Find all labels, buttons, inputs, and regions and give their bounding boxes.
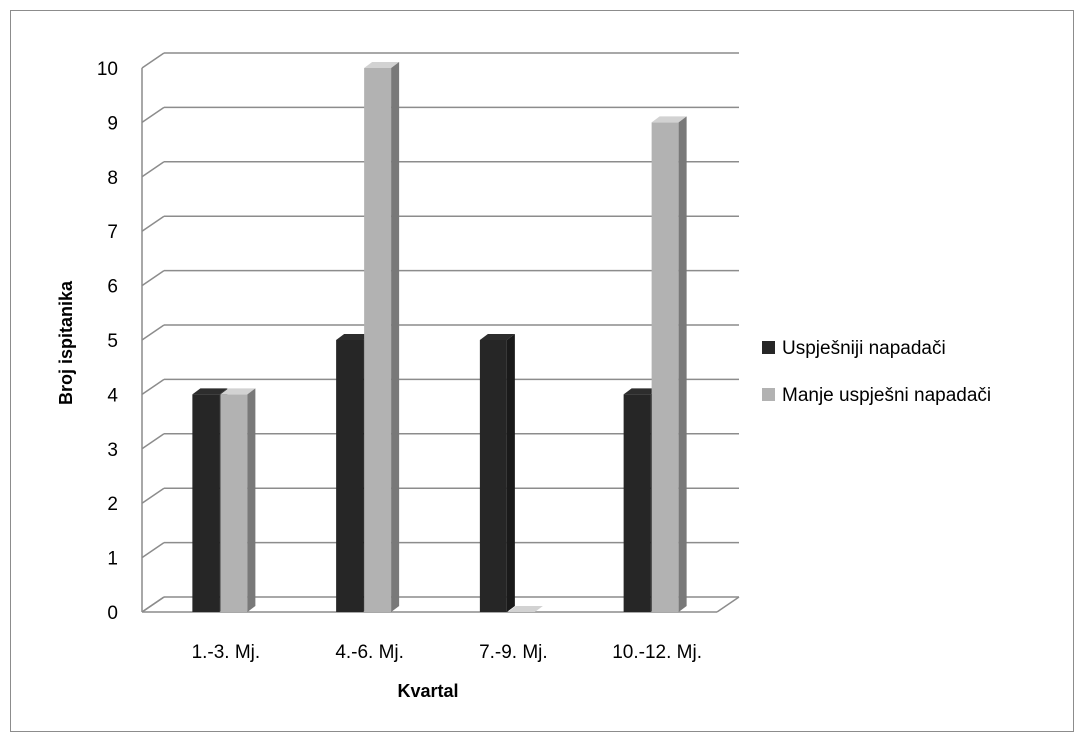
bar-side: [391, 62, 400, 612]
bar-front: [192, 394, 220, 612]
bar-top: [507, 606, 543, 612]
x-tick-label: 4.-6. Mj.: [335, 642, 404, 663]
gridline-slant: [141, 596, 165, 613]
bar: [220, 388, 256, 612]
bar: [507, 606, 543, 612]
y-tick-labels: 0 1 2 3 4 5 6 7 8 9 10: [97, 59, 119, 624]
bar-top: [220, 388, 256, 395]
x-tick-label: 10.-12. Mj.: [612, 642, 702, 663]
gridline-slant: [141, 106, 165, 124]
y-tick-label: 0: [107, 603, 118, 624]
bar-top: [336, 334, 372, 340]
bar-front: [651, 122, 679, 613]
gridline-slant: [141, 541, 165, 559]
legend-label: Manje uspješni napadači: [782, 385, 991, 406]
bar: [364, 62, 400, 612]
floor-right-edge: [716, 596, 740, 613]
x-tick-label: 7.-9. Mj.: [479, 642, 548, 663]
bar-front: [623, 394, 651, 612]
bar-side: [247, 388, 256, 612]
y-tick-label: 10: [97, 59, 118, 80]
bar-top: [623, 388, 659, 395]
y-tick-label: 6: [107, 277, 118, 298]
bar-side: [678, 116, 687, 613]
y-tick-label: 3: [107, 440, 118, 461]
bar: [651, 116, 687, 613]
gridline-slant: [141, 269, 165, 287]
y-tick-label: 2: [107, 494, 118, 515]
bar-top: [651, 116, 687, 123]
y-tick-label: 1: [107, 549, 118, 570]
x-axis-title: Kvartal: [397, 681, 458, 701]
gridline-slant: [141, 161, 165, 178]
bar: [479, 334, 515, 612]
bar-front: [364, 68, 392, 612]
legend-swatch: [762, 341, 775, 354]
legend-item: Uspješniji napadači: [762, 338, 946, 359]
bar-top: [479, 334, 515, 340]
gridline-slant: [141, 487, 165, 504]
x-tick-label: 1.-3. Mj.: [192, 642, 261, 663]
legend-swatch: [762, 388, 775, 401]
y-tick-label: 4: [107, 385, 118, 406]
bar-front: [479, 340, 507, 612]
bar-front: [220, 394, 248, 612]
y-axis-title: Broj ispitanika: [56, 280, 76, 405]
legend: Uspješniji napadači Manje uspješni napada…: [762, 338, 991, 406]
bar-front: [336, 340, 364, 612]
bar-top: [364, 62, 400, 68]
gridline-slant: [141, 52, 165, 69]
gridline-slant: [141, 215, 165, 232]
gridline-slant: [141, 433, 165, 450]
bars: [192, 62, 687, 613]
legend-item: Manje uspješni napadači: [762, 385, 991, 406]
y-tick-label: 5: [107, 331, 118, 352]
legend-label: Uspješniji napadači: [782, 338, 946, 359]
y-tick-label: 9: [107, 113, 118, 134]
x-tick-labels: 1.-3. Mj. 4.-6. Mj. 7.-9. Mj. 10.-12. Mj.: [192, 642, 702, 663]
gridline-slant: [141, 324, 165, 341]
gridline-slant: [141, 378, 165, 396]
y-tick-label: 8: [107, 168, 118, 189]
bar-top: [192, 388, 228, 395]
y-tick-label: 7: [107, 222, 118, 243]
bar-side: [506, 334, 515, 612]
